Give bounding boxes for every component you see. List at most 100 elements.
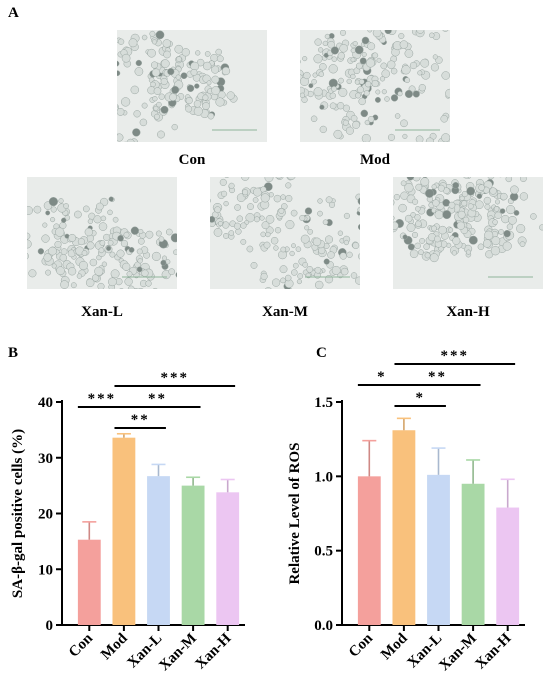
cell-mark: [127, 285, 135, 289]
cell-mark: [56, 266, 65, 276]
cell-mark: [101, 261, 108, 267]
cell-mark: [120, 97, 131, 107]
cell-mark: [45, 269, 52, 276]
significance-label: *: [415, 390, 425, 406]
cell-mark: [304, 225, 310, 231]
cell-mark: [174, 44, 184, 54]
cell-mark: [300, 59, 301, 64]
cell-mark: [312, 237, 322, 247]
cell-mark: [202, 61, 212, 71]
cell-mark: [491, 236, 501, 246]
cell-mark: [297, 273, 304, 280]
cell-mark: [285, 194, 293, 203]
cell-mark: [402, 234, 408, 240]
cell-mark: [126, 271, 133, 277]
cell-mark: [85, 278, 95, 288]
cell-mark: [136, 266, 143, 273]
cell-mark: [284, 274, 292, 282]
cell-mark: [117, 38, 125, 45]
cell-mark: [185, 97, 193, 105]
cell-mark: [361, 36, 370, 45]
cell-mark: [63, 203, 69, 209]
cell-mark: [429, 253, 439, 263]
cell-mark: [304, 207, 313, 215]
cell-mark: [217, 221, 224, 227]
cell-mark: [415, 183, 423, 191]
cell-mark: [306, 266, 314, 273]
cell-mark: [59, 254, 68, 262]
cell-mark: [263, 241, 271, 249]
cell-mark: [424, 252, 431, 259]
cell-mark: [406, 223, 416, 232]
cell-mark: [474, 200, 484, 210]
cell-mark: [414, 214, 421, 221]
cell-mark: [400, 180, 407, 187]
cell-mark: [260, 272, 268, 280]
cell-mark: [168, 268, 176, 276]
cell-mark: [327, 40, 335, 49]
cell-mark: [50, 206, 57, 213]
y-tick-label: 1.0: [314, 469, 333, 485]
cell-mark: [241, 177, 250, 181]
cell-mark: [37, 248, 45, 255]
cell-mark: [430, 63, 439, 72]
cell-mark: [477, 243, 485, 251]
cell-mark: [247, 203, 254, 211]
cell-mark: [180, 72, 188, 80]
cell-mark: [202, 102, 210, 110]
cell-mark: [55, 227, 65, 237]
cell-mark: [234, 204, 241, 211]
cell-mark: [402, 133, 408, 139]
bar-con: [77, 539, 101, 625]
cell-mark: [242, 189, 249, 196]
cell-mark: [155, 230, 162, 237]
cell-mark: [393, 221, 399, 230]
cell-mark: [354, 45, 364, 55]
cell-mark: [361, 133, 371, 142]
cell-mark: [311, 78, 317, 85]
cell-mark: [456, 221, 466, 230]
cell-mark: [42, 222, 48, 228]
cell-mark: [171, 123, 178, 131]
cell-mark: [150, 61, 159, 69]
cell-mark: [120, 239, 128, 248]
cell-mark: [352, 242, 360, 250]
cell-mark: [228, 182, 235, 189]
cell-mark: [54, 240, 62, 248]
micrograph-label-con: Con: [178, 152, 206, 168]
cell-mark: [350, 47, 356, 54]
cell-mark: [308, 83, 314, 89]
cell-mark: [380, 62, 388, 70]
chart-senescence: 0 10 20 30 40 SA-β-gal positive cells (%) Con M…: [0, 340, 270, 690]
y-tick-label: 40: [38, 395, 53, 411]
cell-mark: [133, 110, 141, 118]
cell-mark: [161, 255, 168, 261]
cell-mark: [429, 32, 435, 39]
cell-mark: [117, 235, 124, 242]
cell-mark: [350, 73, 356, 80]
cell-mark: [107, 209, 113, 216]
cell-mark: [185, 105, 193, 113]
cell-mark: [108, 196, 114, 202]
cell-mark: [33, 205, 42, 214]
cell-mark: [434, 210, 444, 220]
cell-mark: [153, 105, 159, 111]
bar-mod: [112, 437, 136, 625]
y-tick-label: 0: [46, 618, 54, 634]
cell-mark: [322, 219, 329, 225]
cell-mark: [406, 177, 415, 181]
cell-mark: [149, 30, 156, 37]
cell-mark: [265, 214, 275, 224]
cell-mark: [215, 97, 225, 107]
cell-mark: [264, 177, 274, 183]
cell-mark: [339, 252, 347, 260]
x-tick-label: Xan-H: [473, 630, 515, 672]
cell-mark: [492, 219, 498, 225]
cell-mark: [432, 54, 438, 60]
cell-mark: [128, 247, 135, 253]
cell-mark: [374, 96, 381, 103]
x-tick-label: Xan-H: [193, 630, 235, 672]
cell-mark: [465, 249, 472, 255]
cell-mark: [124, 277, 133, 286]
cell-mark: [501, 214, 510, 224]
